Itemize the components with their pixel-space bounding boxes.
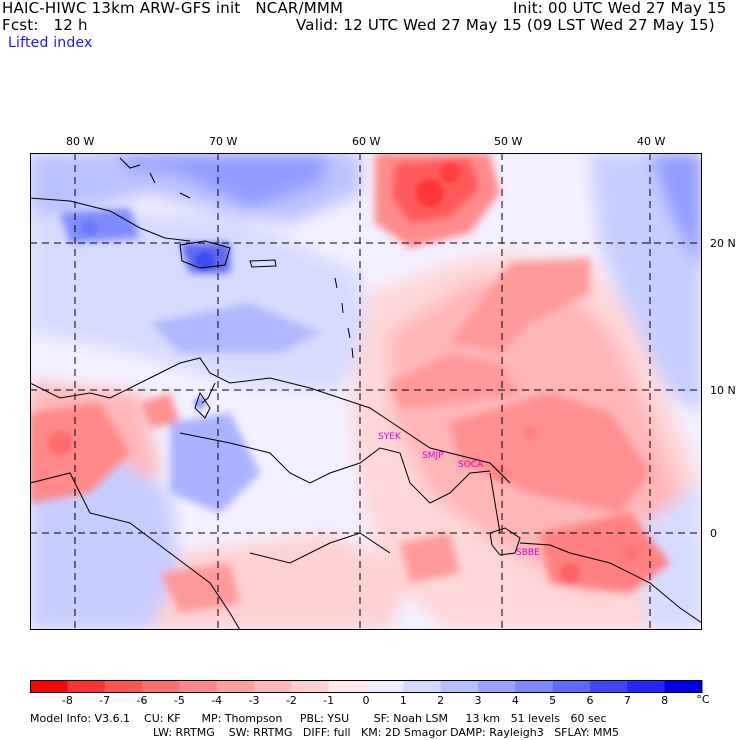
colorbar-segment: [254, 680, 292, 693]
colorbar-tick-label: -4: [211, 694, 223, 707]
lat-label-0: 0: [710, 527, 717, 540]
colorbar-segment: [403, 680, 442, 693]
colorbar-unit: °C: [696, 693, 710, 706]
lon-label-70w: 70 W: [209, 135, 238, 148]
colorbar-segment: [179, 680, 218, 693]
valid-time: Valid: 12 UTC Wed 27 May 15 (09 LST Wed …: [296, 16, 715, 34]
colorbar-segment: [366, 680, 404, 693]
colorbar-tick-label: 6: [586, 694, 594, 707]
colorbar-tick-label: 2: [437, 694, 445, 707]
lon-label-40w: 40 W: [637, 135, 666, 148]
coastlines: [30, 157, 702, 630]
colorbar-segment: [216, 680, 255, 693]
model-info-line2: LW: RRTMG SW: RRTMG DIFF: full KM: 2D Sm…: [153, 726, 619, 739]
colorbar-tick-label: -2: [285, 694, 297, 707]
colorbar-segment: [142, 680, 180, 693]
colorbar-tick-label: 4: [511, 694, 519, 707]
colorbar-segment: [67, 680, 106, 693]
field-name: Lifted index: [8, 35, 93, 51]
colorbar-segment: [291, 680, 330, 693]
station-label: SBBE: [516, 548, 540, 558]
map-canvas: [30, 153, 702, 630]
lon-label-60w: 60 W: [352, 135, 381, 148]
model-title: HAIC-HIWC 13km ARW-GFS init NCAR/MMM: [2, 0, 344, 17]
field-detail: [30, 153, 670, 613]
colorbar-tick-label: 8: [661, 694, 669, 707]
colorbar-segment: [328, 680, 367, 693]
colorbar-segment: [552, 680, 591, 693]
colorbar-segment: [515, 680, 554, 693]
colorbar-tick-label: -3: [248, 694, 260, 707]
colorbar-segment: [104, 680, 143, 693]
colorbar-segment: [440, 680, 479, 693]
forecast-hour: Fcst: 12 h: [2, 16, 88, 34]
lifted-index-map: [30, 153, 702, 630]
model-info-line1: Model Info: V3.6.1 CU: KF MP: Thompson P…: [30, 712, 607, 725]
colorbar-tick-label: -7: [99, 694, 111, 707]
lon-label-50w: 50 W: [494, 135, 523, 148]
lon-label-80w: 80 W: [66, 135, 95, 148]
colorbar-segment: [478, 680, 516, 693]
colorbar-tick-label: -1: [323, 694, 335, 707]
field-speckle: [48, 163, 638, 583]
station-label: SMJP: [422, 451, 444, 461]
colorbar-segment: [627, 680, 666, 693]
colorbar-segment: [590, 680, 628, 693]
colorbar-border: [30, 680, 702, 693]
colorbar-segment: [30, 680, 68, 693]
lat-label-10n: 10 N: [710, 384, 736, 397]
lat-label-20n: 20 N: [710, 237, 736, 250]
colorbar-tick-label: 0: [362, 694, 370, 707]
colorbar-tick-label: 7: [623, 694, 631, 707]
station-label: SOCA: [458, 460, 484, 470]
colorbar-tick-label: -6: [136, 694, 148, 707]
colorbar-tick-label: 1: [399, 694, 407, 707]
station-label: SYEK: [378, 432, 401, 442]
init-time: Init: 00 UTC Wed 27 May 15: [513, 0, 727, 17]
colorbar-segment: [664, 680, 703, 693]
colorbar-tick-label: 3: [474, 694, 482, 707]
colorbar-tick-label: 5: [549, 694, 557, 707]
map-border: [30, 153, 702, 630]
colorbar-tick-label: -8: [61, 694, 73, 707]
grid-lines: [30, 153, 702, 630]
colorbar: [30, 680, 703, 693]
colorbar-tick-label: -5: [173, 694, 185, 707]
